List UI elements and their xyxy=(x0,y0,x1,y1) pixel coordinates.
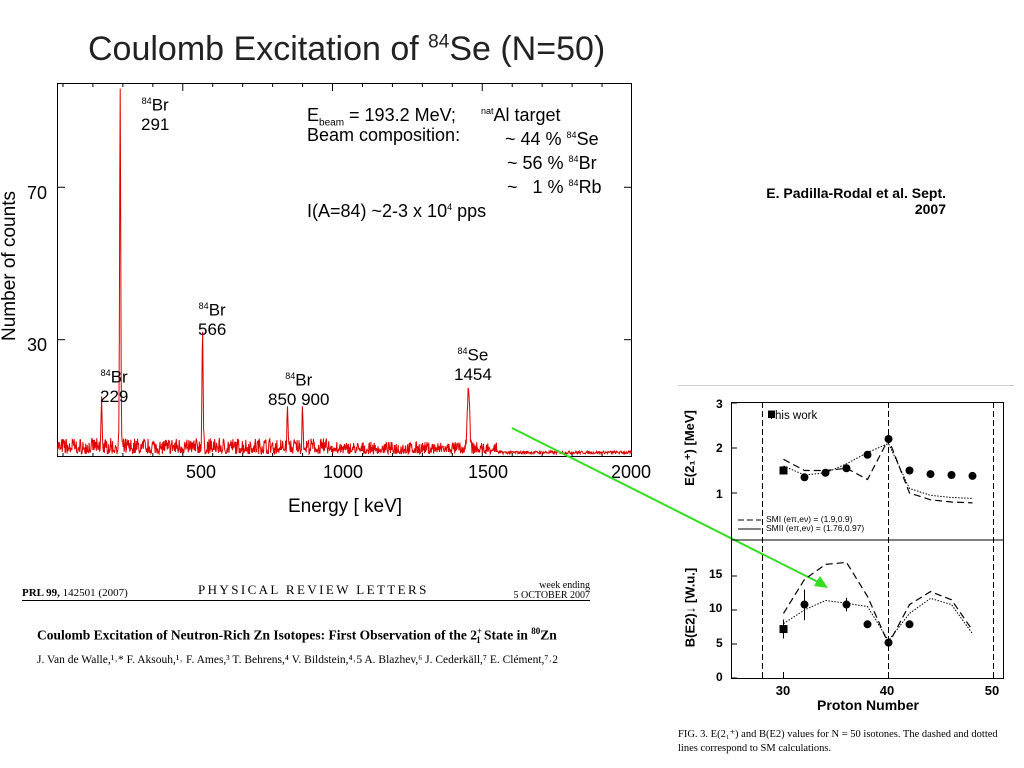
beam-composition-br: ~ 56 % 84Br xyxy=(507,153,597,173)
spectrum-y-tick-70: 70 xyxy=(27,183,48,203)
bottom-y-tick-10: 10 xyxy=(709,601,723,615)
prl-reference: PRL 99, 142501 (2007) xyxy=(22,587,128,599)
peak-label-566: 84Br 566 xyxy=(198,300,227,339)
spectrum-title: Coulomb Excitation of 84Se (N=50) xyxy=(88,30,606,68)
data-point xyxy=(863,620,872,629)
legend-smi: SMI (eπ,eν) = (1.9,0.9) xyxy=(766,514,853,524)
peak-label-291: 84Br 291 xyxy=(141,95,170,134)
spectrum-series-line xyxy=(57,88,632,456)
spectrum-x-tick-2000: 2000 xyxy=(610,462,652,482)
bottom-smi-line xyxy=(782,561,973,646)
spectrum-plot-frame xyxy=(57,83,632,457)
data-point xyxy=(800,473,809,482)
top-y-tick-1: 1 xyxy=(716,487,723,501)
bottom-y-tick-15: 15 xyxy=(709,567,723,581)
legend-this-work: This work xyxy=(768,410,818,422)
figure-top-rule xyxy=(678,385,1014,386)
bottom-y-tick-5: 5 xyxy=(716,636,723,650)
proton-number-label: Proton Number xyxy=(817,697,919,713)
author-note: E. Padilla-Rodal et al. Sept. 2007 xyxy=(766,185,946,217)
legend-square-marker xyxy=(768,411,775,418)
beam-composition-se: ~ 44 % 84Se xyxy=(505,129,599,149)
beam-composition-label: Beam composition: xyxy=(307,125,461,145)
spectrum-x-tick-500: 500 xyxy=(185,462,217,482)
x-tick-40: 40 xyxy=(879,683,895,698)
top-y-tick-3: 3 xyxy=(716,397,723,411)
beam-intensity-line: I(A=84) ~2-3 x 104 pps xyxy=(307,201,487,221)
legend-smii: SMII (eπ,eν) = (1.76,0.97) xyxy=(766,523,865,533)
bottom-y-tick-0: 0 xyxy=(716,670,723,684)
top-smi-line xyxy=(783,437,973,504)
peak-label-850-900: 84Br 850 900 xyxy=(268,370,330,409)
bottom-smii-line xyxy=(783,597,973,642)
systematics-points xyxy=(731,402,994,679)
x-tick-50: 50 xyxy=(984,683,1000,698)
data-point xyxy=(926,470,935,479)
data-point xyxy=(884,638,893,647)
data-point xyxy=(905,466,914,475)
prl-article-title: Coulomb Excitation of Neutron-Rich Zn Is… xyxy=(37,626,557,646)
data-point xyxy=(905,620,914,629)
prl-header-rule xyxy=(22,600,590,601)
data-point xyxy=(947,471,956,479)
this-work-marker xyxy=(779,466,788,475)
peak-label-229: 84Br 229 xyxy=(100,367,129,406)
beam-energy-line: Ebeam = 193.2 MeV; natAl target xyxy=(307,105,561,129)
spectrum-x-axis-label: Energy [ keV] xyxy=(287,496,403,517)
spectrum-x-tick-1000: 1000 xyxy=(322,462,364,482)
prl-week-ending: week ending 5 OCTOBER 2007 xyxy=(513,580,591,601)
x-tick-30: 30 xyxy=(775,683,791,698)
prl-authors: J. Van de Walle,¹˒* F. Aksouh,¹˒ F. Ames… xyxy=(37,654,559,666)
data-point xyxy=(884,435,893,443)
systematics-plot xyxy=(731,402,1004,679)
peak-label-1454: 84Se 1454 xyxy=(454,345,492,384)
prl-journal-name: PHYSICAL REVIEW LETTERS xyxy=(198,582,429,597)
beam-composition-rb: ~ 1 % 84Rb xyxy=(507,177,602,197)
spectrum-y-tick-30: 30 xyxy=(27,335,48,355)
top-smii-line xyxy=(783,442,973,499)
data-point xyxy=(821,468,830,477)
be2-axis-label: B(E2)↓ [W.u.] xyxy=(682,567,698,648)
top-y-tick-2: 2 xyxy=(716,441,723,455)
spectrum-x-tick-1500: 1500 xyxy=(467,462,509,482)
data-point xyxy=(842,464,851,473)
spectrum-plot xyxy=(57,83,632,457)
data-point xyxy=(968,471,977,480)
energy-axis-label: E(2₁⁺) [MeV] xyxy=(682,410,697,486)
figure-caption: FIG. 3. E(2₁⁺) and B(E2) values for N = … xyxy=(678,729,998,754)
data-point xyxy=(863,450,872,459)
